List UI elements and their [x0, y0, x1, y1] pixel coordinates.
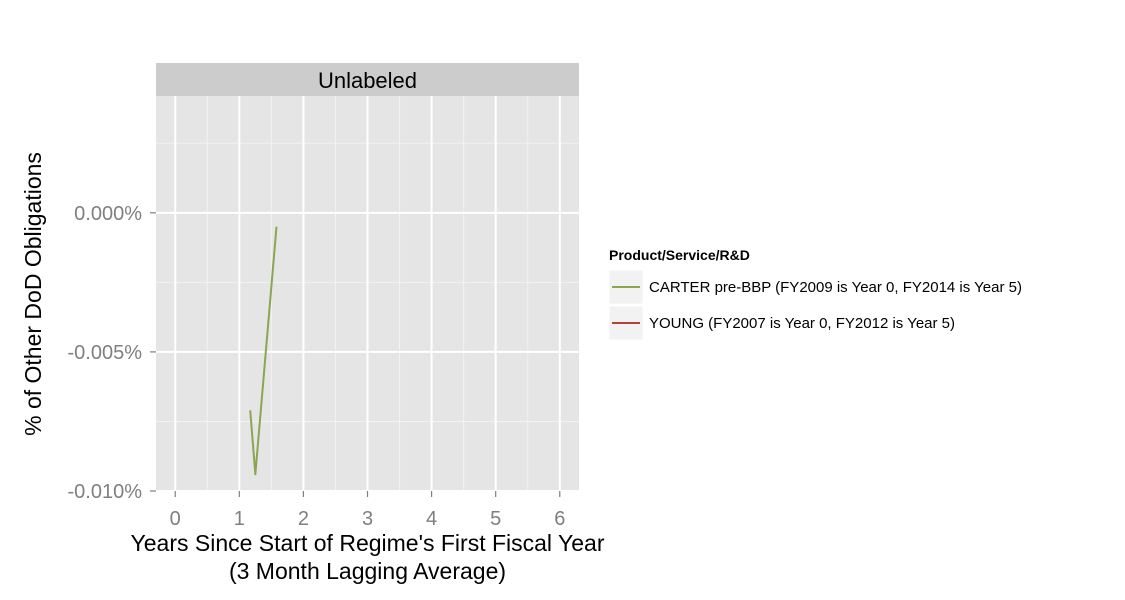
- x-tick-label: 4: [426, 508, 437, 530]
- y-tick-label: -0.010%: [68, 481, 143, 503]
- x-axis-title-line2: (3 Month Lagging Average): [229, 558, 506, 584]
- facet-label: Unlabeled: [318, 68, 417, 93]
- x-tick-label: 5: [490, 508, 501, 530]
- grid-major: [156, 96, 579, 492]
- legend-item-label: YOUNG (FY2007 is Year 0, FY2012 is Year …: [649, 315, 955, 332]
- series-layer: [249, 226, 278, 476]
- x-tick-label: 6: [554, 508, 565, 530]
- x-tick-label: 0: [170, 508, 181, 530]
- x-tick-label: 2: [298, 508, 309, 530]
- y-axis-ticks: -0.010% -0.005% 0.000%: [68, 203, 156, 503]
- facet-strip: [156, 63, 579, 96]
- y-tick-label: 0.000%: [74, 203, 142, 225]
- x-tick-label: 1: [234, 508, 245, 530]
- y-axis-title: % of Other DoD Obligations: [20, 152, 46, 436]
- x-axis-title-line1: Years Since Start of Regime's First Fisc…: [131, 530, 605, 556]
- legend-item-label: CARTER pre-BBP (FY2009 is Year 0, FY2014…: [649, 279, 1022, 296]
- y-tick-label: -0.005%: [68, 342, 143, 364]
- legend-items: CARTER pre-BBP (FY2009 is Year 0, FY2014…: [608, 269, 1022, 341]
- series-line-0: [249, 226, 278, 476]
- legend: Product/Service/R&D CARTER pre-BBP (FY20…: [608, 247, 1022, 341]
- x-axis-ticks: 0 1 2 3 4 5 6: [170, 491, 565, 530]
- x-tick-label: 3: [362, 508, 373, 530]
- legend-title: Product/Service/R&D: [609, 247, 750, 263]
